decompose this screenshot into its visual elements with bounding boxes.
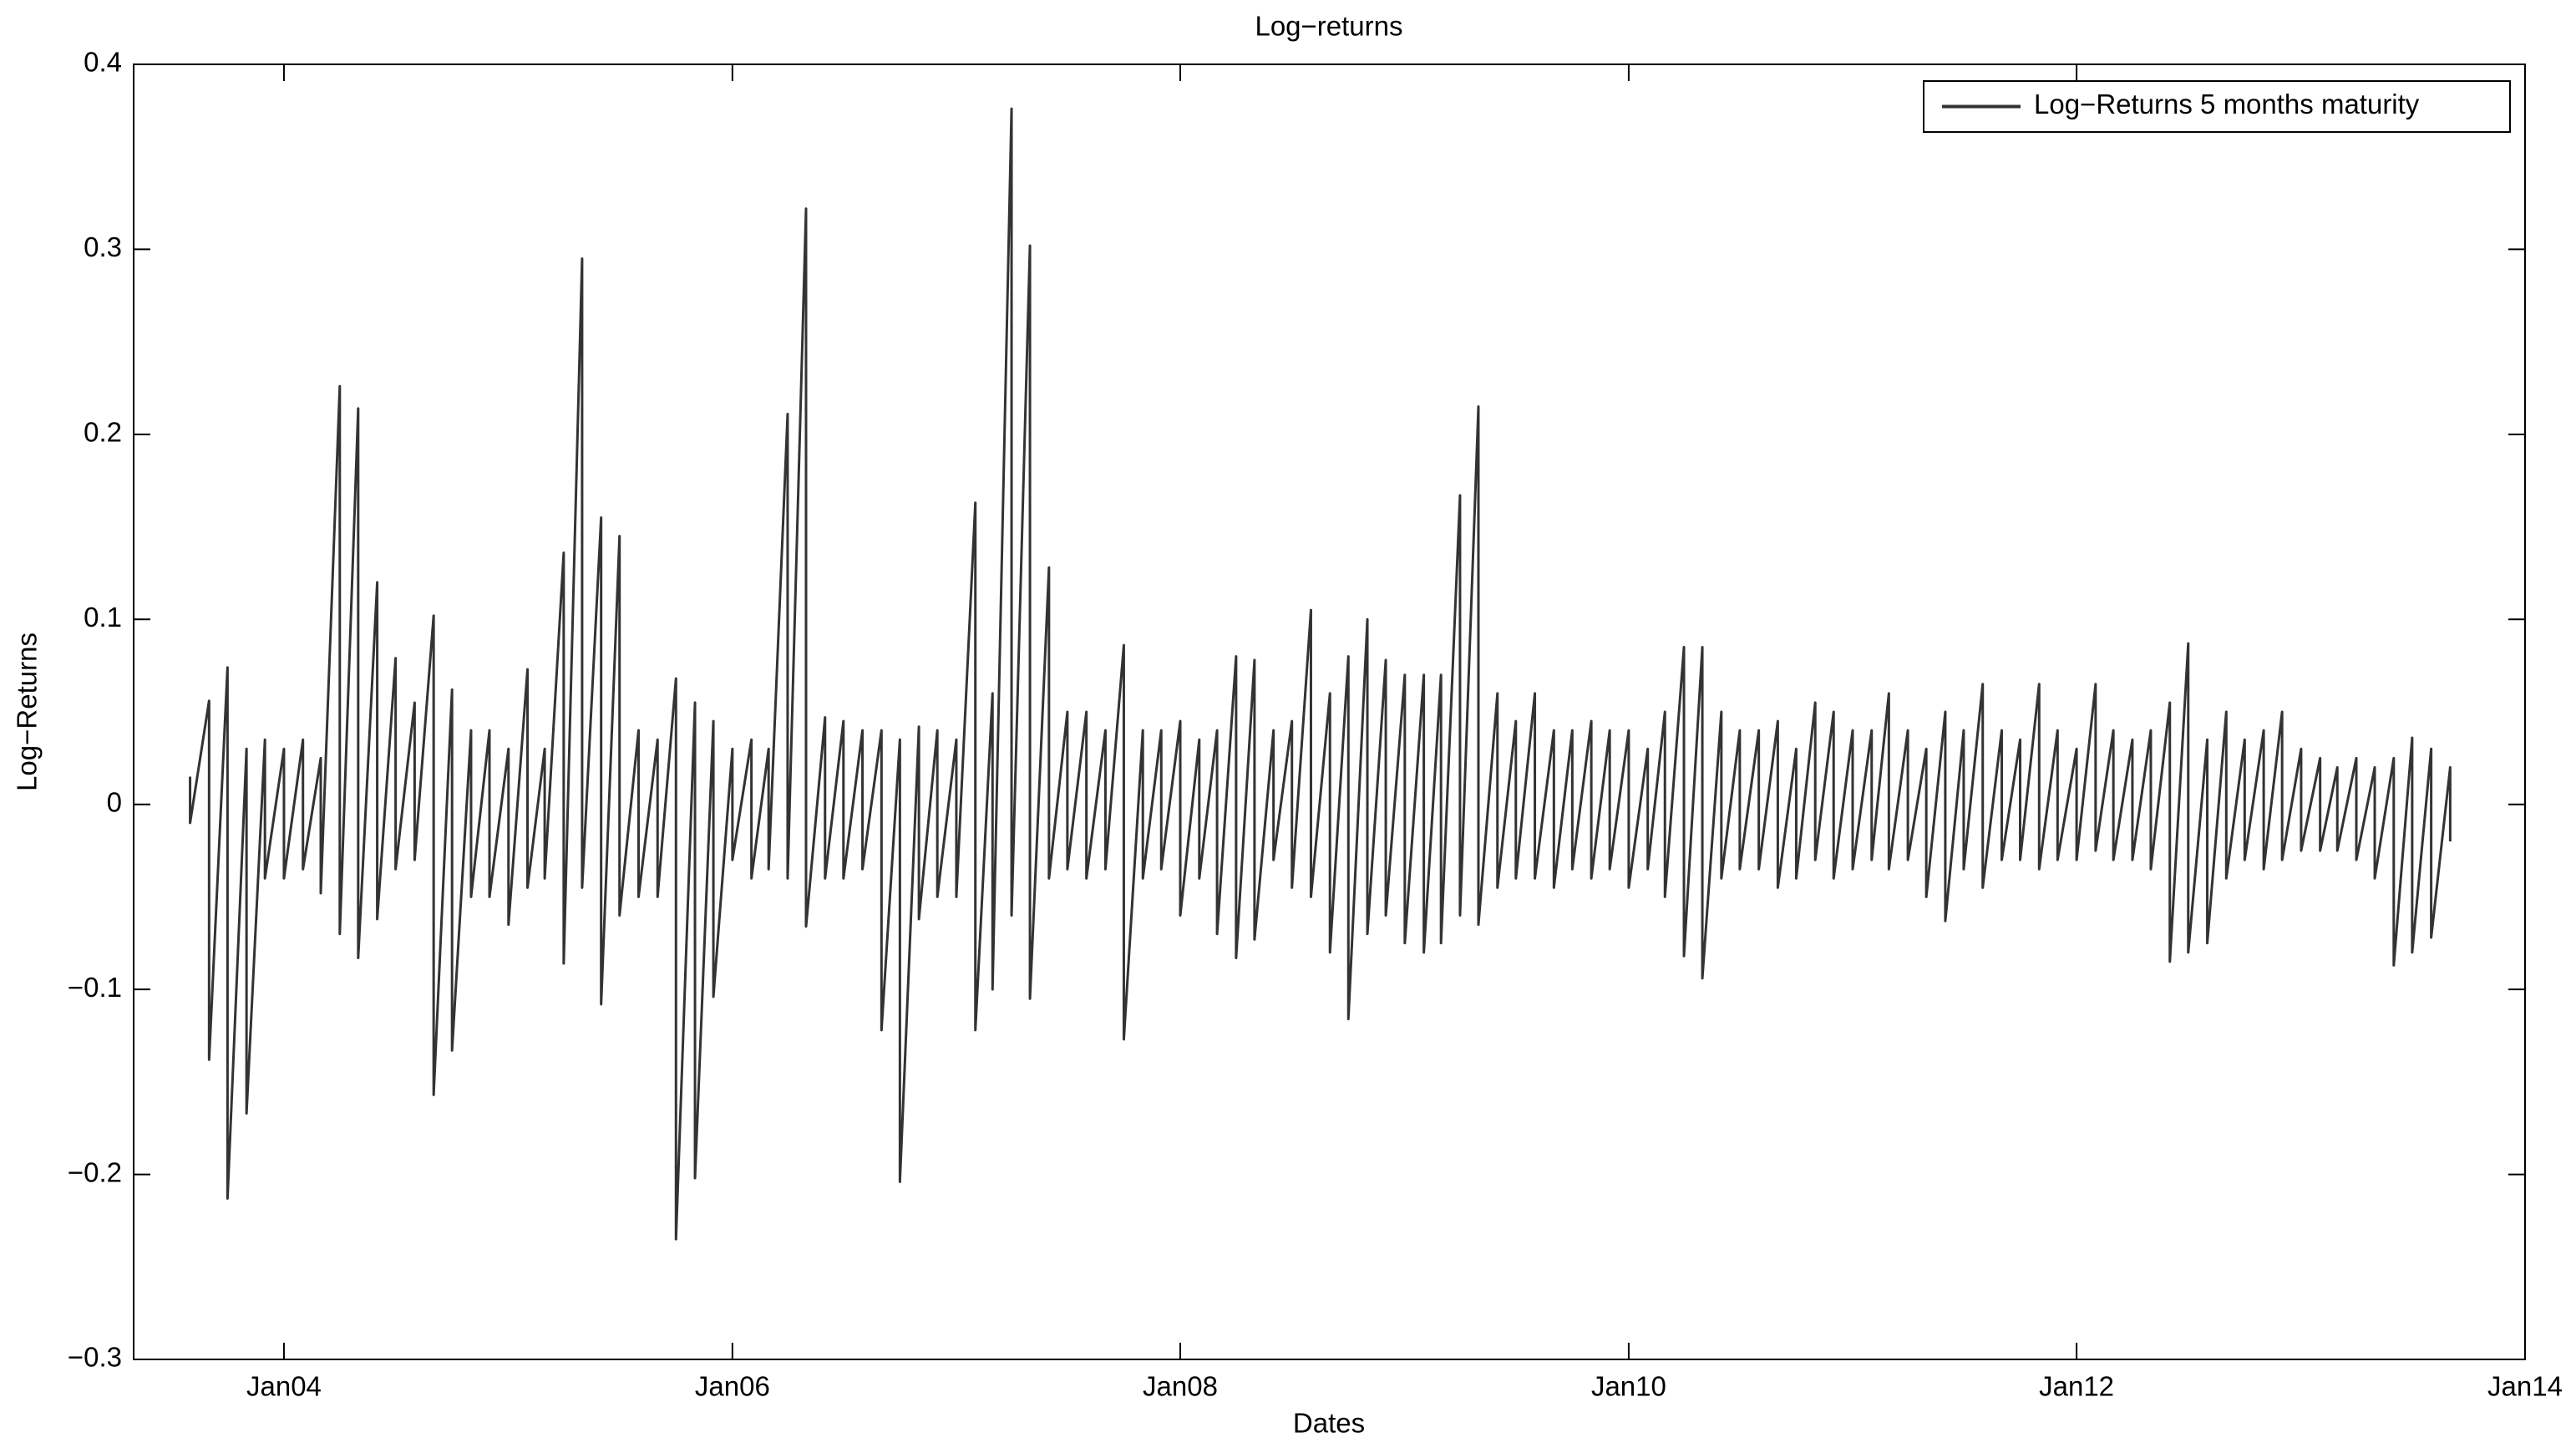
y-tick-label: 0.3 [84, 231, 122, 262]
chart-title: Log−returns [1255, 11, 1402, 42]
data-line [189, 107, 2452, 1241]
y-tick-label: 0.2 [84, 417, 122, 448]
plot-frame [133, 64, 2526, 1360]
y-tick-label: 0.1 [84, 602, 122, 633]
y-tick-label: 0 [107, 786, 122, 817]
x-tick-label: Jan08 [1143, 1371, 1218, 1402]
x-tick-label: Jan04 [246, 1371, 322, 1402]
legend-box [1923, 80, 2511, 133]
y-axis-label: Log−Returns [12, 633, 43, 791]
y-tick-label: −0.2 [68, 1156, 122, 1187]
x-tick-label: Jan10 [1591, 1371, 1666, 1402]
x-tick-label: Jan06 [695, 1371, 770, 1402]
y-tick-label: 0.4 [84, 47, 122, 78]
y-tick-label: −0.3 [68, 1342, 122, 1373]
x-tick-label: Jan12 [2039, 1371, 2114, 1402]
x-tick-label: Jan14 [2487, 1371, 2563, 1402]
legend-label: Log−Returns 5 months maturity [2034, 89, 2420, 119]
y-tick-label: −0.1 [68, 972, 122, 1003]
x-axis-label: Dates [1293, 1408, 1365, 1439]
